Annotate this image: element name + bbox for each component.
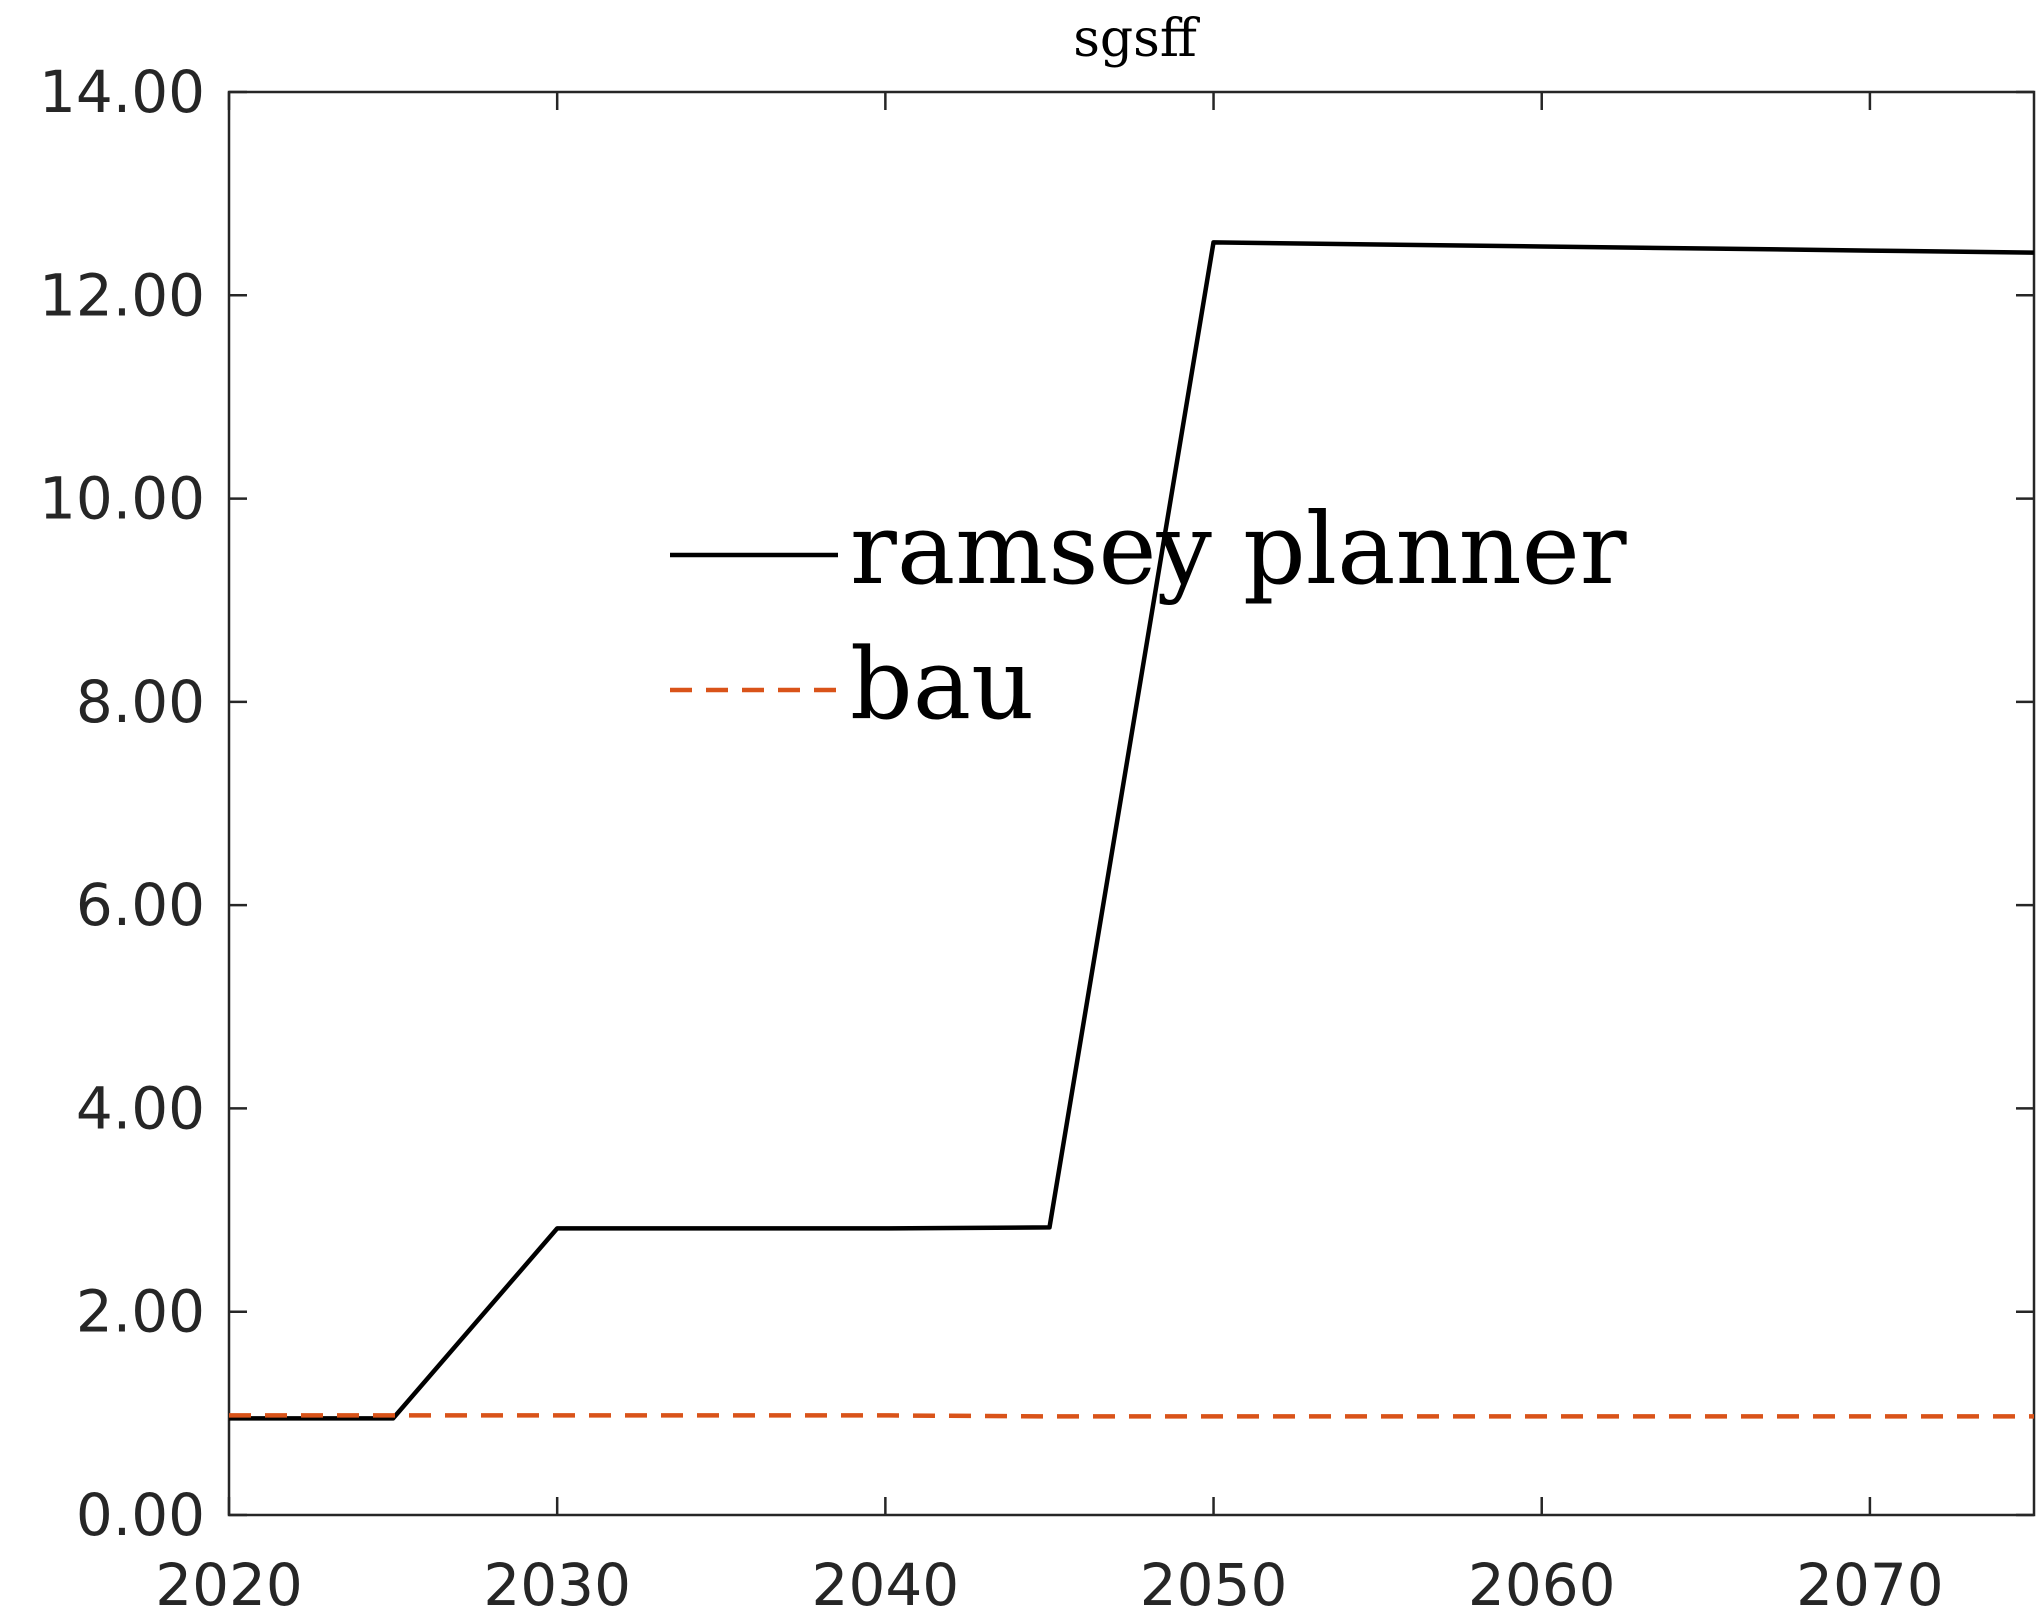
x-tick-label: 2030 bbox=[483, 1551, 631, 1614]
x-tick-label: 2060 bbox=[1468, 1551, 1616, 1614]
y-tick-label: 6.00 bbox=[76, 871, 205, 939]
legend: ramsey planner bau bbox=[670, 493, 1627, 742]
y-tick-label: 14.00 bbox=[39, 58, 205, 126]
x-tick-label: 2050 bbox=[1140, 1551, 1288, 1614]
legend-label-bau: bau bbox=[850, 628, 1034, 742]
plot-frame bbox=[227, 90, 2036, 1517]
axes: 2020 2030 2040 2050 2060 2070 0.00 2.00 4.00 6.00… bbox=[39, 58, 2036, 1614]
y-tick-label: 12.00 bbox=[39, 261, 205, 329]
series-line-bau bbox=[229, 1413, 2034, 1419]
y-tick-label: 2.00 bbox=[76, 1278, 205, 1346]
x-tick-label: 2040 bbox=[812, 1551, 960, 1614]
x-tick-label: 2020 bbox=[155, 1551, 303, 1614]
x-tick-label: 2070 bbox=[1796, 1551, 1944, 1614]
series-layer bbox=[228, 240, 2035, 1421]
series-line-ramsey-planner bbox=[229, 240, 2035, 1421]
y-tick-label: 10.00 bbox=[39, 465, 205, 533]
y-tick-label: 0.00 bbox=[76, 1481, 205, 1549]
y-tick-label: 4.00 bbox=[76, 1074, 205, 1142]
chart-title: sgsff bbox=[1073, 9, 1201, 69]
y-tick-label: 8.00 bbox=[76, 668, 205, 736]
legend-label-ramsey-planner: ramsey planner bbox=[850, 493, 1627, 607]
